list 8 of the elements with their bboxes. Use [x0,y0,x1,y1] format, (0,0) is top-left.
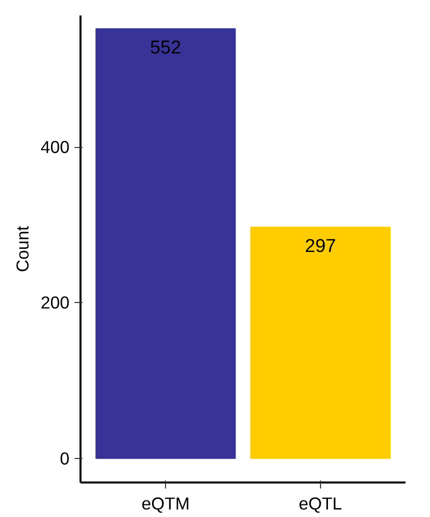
x-tick-label: eQTM [142,494,190,514]
y-axis-title: Count [12,226,33,272]
x-tick-label: eQTL [298,494,342,514]
y-tick-label: 400 [40,137,70,158]
y-tick-label: 0 [60,448,70,468]
y-tick-label: 200 [40,292,70,313]
data-label: 552 [150,36,182,58]
data-label: 297 [304,235,336,256]
